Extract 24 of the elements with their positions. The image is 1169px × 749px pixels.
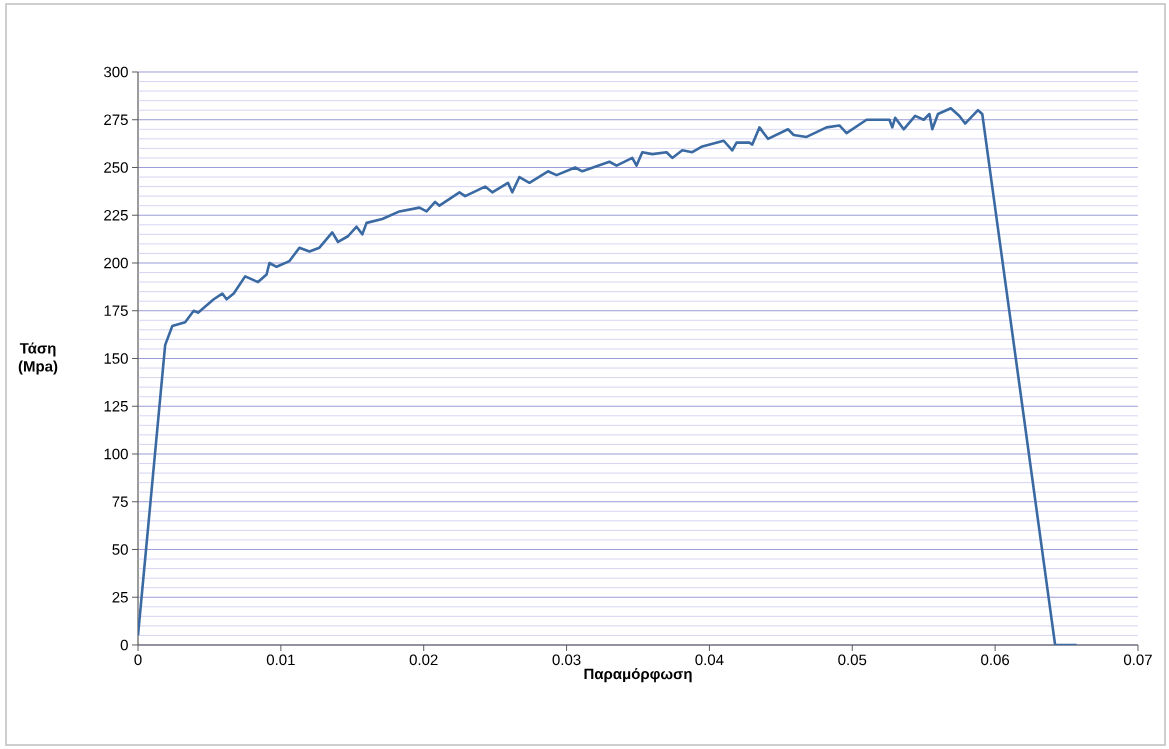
y-axis-title: Τάση (Mpa): [18, 342, 58, 375]
y-tick-label: 175: [104, 305, 128, 316]
x-tick-label: 0.07: [1123, 654, 1152, 666]
x-tick-label: 0.04: [695, 654, 724, 666]
y-tick-label: 50: [112, 544, 128, 555]
y-tick-label: 200: [104, 257, 128, 269]
x-tick-label: 0.03: [552, 654, 581, 666]
x-tick-label: 0.06: [981, 654, 1010, 666]
line-series: [138, 106, 1078, 645]
y-tick-label: 0: [120, 639, 128, 651]
y-tick-label: 300: [104, 66, 128, 78]
y-tick-label: 75: [112, 496, 128, 507]
x-tick-label: 0.02: [409, 654, 438, 666]
y-tick-label: 275: [104, 114, 128, 126]
x-tick-label: 0.05: [838, 654, 867, 666]
y-tick-label: 250: [104, 162, 128, 173]
x-tick-label: 0: [134, 654, 142, 666]
y-tick-label: 225: [104, 209, 128, 221]
y-tick-label: 100: [104, 448, 128, 460]
x-axis-title: Παραμόρφωση: [584, 668, 692, 683]
x-tick-label: 0.01: [266, 654, 295, 666]
y-tick-label: 150: [104, 353, 128, 364]
y-tick-label: 25: [112, 591, 128, 603]
y-tick-label: 125: [104, 400, 128, 412]
